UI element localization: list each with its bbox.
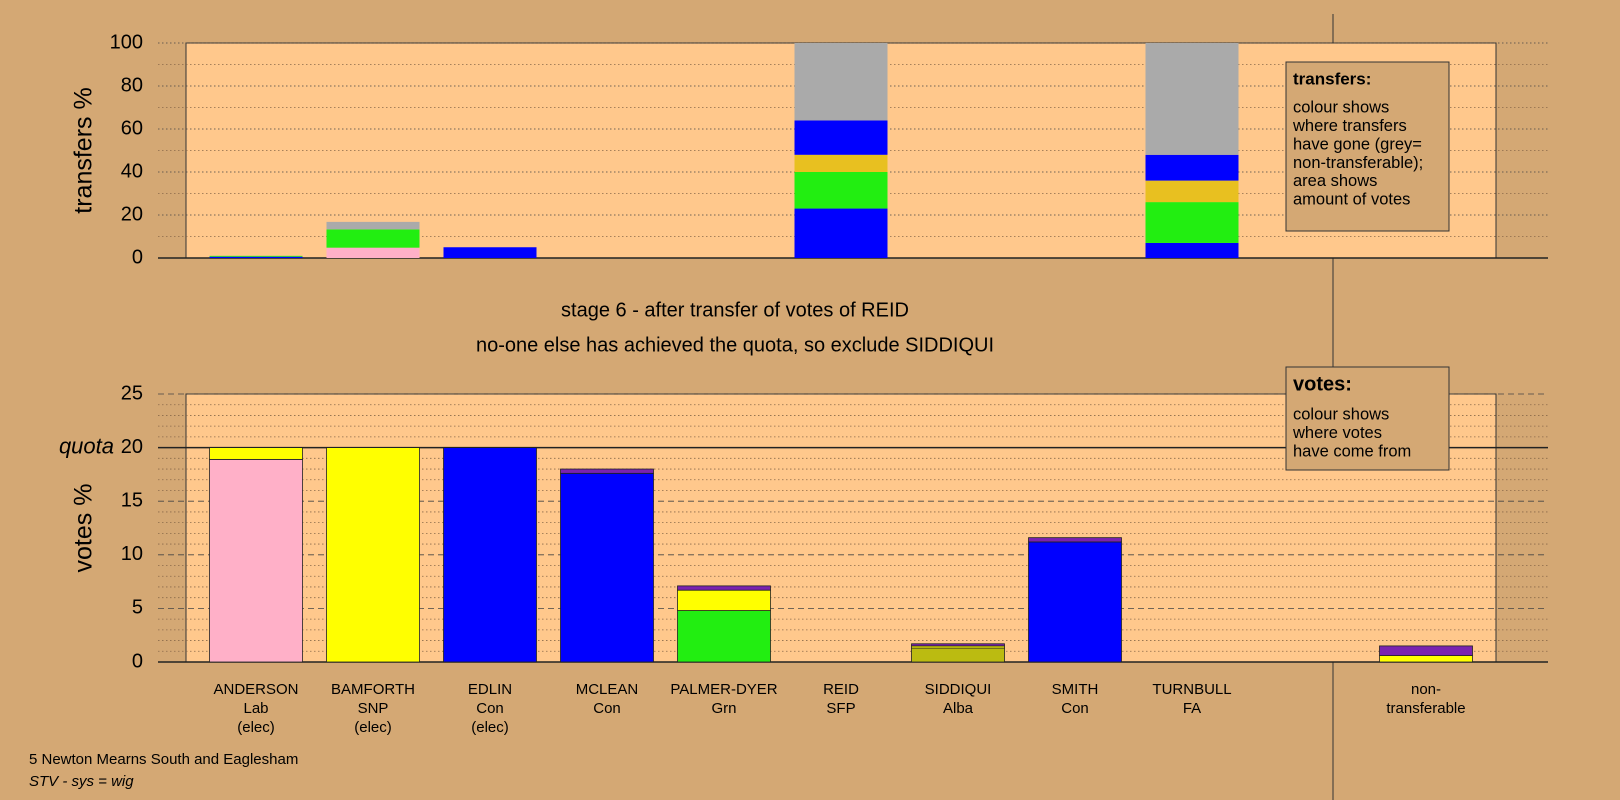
y-axis-title: transfers % (70, 87, 98, 213)
y-tick-label: 80 (121, 74, 143, 96)
footer-ward: 5 Newton Mearns South and Eaglesham (29, 751, 298, 768)
note-line: area shows (1293, 172, 1377, 190)
bar-segment (1379, 645, 1473, 656)
bar-segment (326, 247, 420, 258)
x-tick-label: Con (476, 700, 504, 717)
x-tick-label: (elec) (237, 719, 275, 736)
x-tick-label: Con (1061, 700, 1089, 717)
x-tick-label: SNP (358, 700, 389, 717)
x-tick-label: BAMFORTH (331, 681, 415, 698)
note-line: have come from (1293, 442, 1411, 460)
bar-segment (326, 221, 420, 230)
x-tick-label: EDLIN (468, 681, 512, 698)
bar-segment (560, 468, 654, 474)
bar-segment (1145, 202, 1239, 243)
stage-title: stage 6 - after transfer of votes of REI… (561, 299, 909, 321)
y-tick-label: 10 (121, 543, 143, 565)
bar-segment (911, 647, 1005, 663)
bar-segment (1028, 541, 1122, 663)
note-line: colour shows (1293, 98, 1389, 116)
x-tick-label: SIDDIQUI (925, 681, 992, 698)
bar-segment (911, 643, 1005, 647)
bar-segment (1028, 537, 1122, 543)
y-tick-label: 5 (132, 597, 143, 619)
bar-segment (677, 610, 771, 663)
y-tick-label: 0 (132, 246, 143, 268)
bar-segment (794, 172, 888, 209)
x-tick-label: non- (1411, 681, 1441, 698)
note-box (1285, 61, 1450, 232)
bar-segment (326, 229, 420, 248)
bar-segment (209, 256, 303, 258)
bar-segment (1145, 242, 1239, 258)
bar-segment (1145, 180, 1239, 203)
y-tick-label: 0 (132, 650, 143, 672)
y-axis-title: votes % (70, 484, 98, 573)
x-tick-label: Con (593, 700, 621, 717)
x-tick-label: ANDERSON (213, 681, 298, 698)
note-box (1285, 366, 1450, 471)
x-tick-label: transferable (1386, 700, 1465, 717)
x-tick-label: FA (1183, 700, 1201, 717)
bar-segment (794, 120, 888, 155)
bar-segment (1379, 655, 1473, 663)
x-tick-label: (elec) (471, 719, 509, 736)
quota-label: quota (59, 433, 114, 458)
bar-segment (209, 447, 303, 460)
note-line: where transfers (1292, 117, 1407, 135)
bar-segment (794, 43, 888, 121)
x-tick-label: (elec) (354, 719, 392, 736)
bar-segment (209, 255, 303, 257)
note-title: votes: (1293, 373, 1352, 395)
bar-segment (1145, 43, 1239, 155)
bar-segment (677, 589, 771, 611)
footer-system: STV - sys = wig (29, 773, 134, 790)
y-tick-label: 60 (121, 117, 143, 139)
note-line: have gone (grey= (1293, 135, 1422, 153)
bar-segment (560, 472, 654, 663)
y-tick-label: 25 (121, 382, 143, 404)
x-tick-label: Lab (243, 700, 268, 717)
note-line: where votes (1292, 424, 1382, 442)
x-tick-label: SFP (826, 700, 855, 717)
y-tick-label: 15 (121, 489, 143, 511)
x-tick-label: TURNBULL (1152, 681, 1231, 698)
bar-segment (677, 585, 771, 591)
bar-segment (443, 247, 537, 258)
note-line: amount of votes (1293, 190, 1410, 208)
x-tick-label: SMITH (1052, 681, 1099, 698)
note-line: colour shows (1293, 405, 1389, 423)
x-tick-label: Grn (711, 700, 736, 717)
x-tick-label: REID (823, 681, 859, 698)
y-tick-label: 100 (110, 31, 143, 53)
x-tick-label: Alba (943, 700, 974, 717)
bar-segment (443, 447, 537, 663)
bar-segment (209, 458, 303, 663)
x-tick-label: MCLEAN (576, 681, 639, 698)
note-title: transfers: (1293, 69, 1371, 88)
bar-segment (1145, 154, 1239, 181)
y-tick-label: 40 (121, 160, 143, 182)
bar-segment (326, 447, 420, 663)
bar-segment (794, 154, 888, 172)
y-tick-label: 20 (121, 203, 143, 225)
y-tick-label: 20 (121, 436, 143, 458)
note-line: non-transferable); (1293, 154, 1423, 172)
bar-segment (794, 208, 888, 258)
x-tick-label: PALMER-DYER (670, 681, 777, 698)
stage-note: no-one else has achieved the quota, so e… (476, 334, 994, 356)
